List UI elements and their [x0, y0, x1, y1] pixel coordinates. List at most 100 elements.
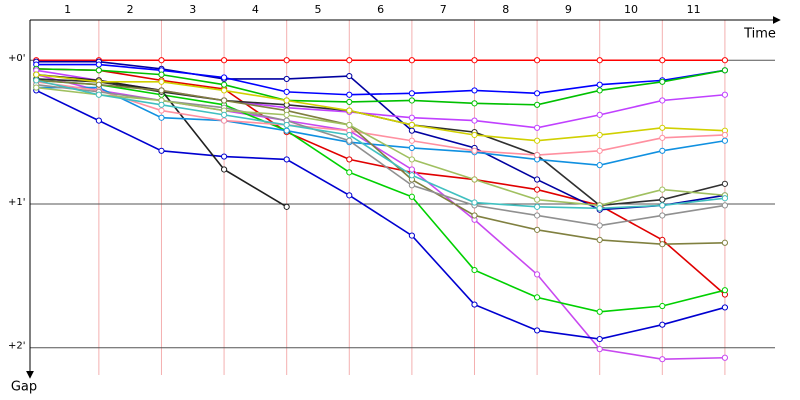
point [283, 88, 290, 95]
point [158, 71, 165, 78]
point [659, 78, 666, 85]
point [471, 266, 478, 274]
point [596, 222, 603, 229]
point [596, 308, 603, 315]
x-tick-label: 3 [189, 3, 196, 16]
point [534, 196, 541, 203]
point [408, 144, 415, 152]
point [596, 162, 603, 169]
point [534, 327, 541, 334]
point [408, 121, 415, 129]
point [346, 121, 353, 129]
point [471, 212, 478, 219]
point [659, 147, 666, 154]
point [283, 75, 290, 83]
series-line [35, 89, 726, 340]
x-tick-label: 2 [127, 3, 134, 16]
point [33, 71, 40, 78]
y-tick-label: +1' [8, 197, 26, 208]
point [220, 111, 228, 118]
point [283, 111, 290, 118]
point [596, 57, 603, 64]
point [346, 156, 353, 163]
point [596, 346, 603, 353]
point [659, 212, 666, 219]
point [95, 61, 102, 68]
point [534, 203, 541, 210]
point [534, 152, 541, 159]
point [534, 226, 541, 233]
point [95, 67, 102, 74]
x-tick-label: 1 [64, 3, 71, 16]
series-line [36, 68, 726, 106]
point [408, 97, 415, 104]
series-line [36, 86, 725, 207]
point [534, 101, 541, 108]
x-tick-label: 11 [687, 3, 701, 16]
y-tick-label: +0' [8, 53, 26, 64]
point [471, 87, 478, 94]
series-line [36, 81, 725, 156]
point [721, 304, 729, 311]
point [721, 91, 729, 98]
point [220, 97, 228, 104]
x-tick-label: 7 [440, 3, 447, 16]
point [721, 195, 729, 202]
point [408, 193, 415, 200]
point [721, 131, 729, 139]
series-line [36, 79, 726, 313]
point [534, 271, 541, 278]
point [659, 196, 666, 203]
point [158, 107, 165, 114]
point [346, 57, 353, 64]
point [721, 67, 729, 74]
point [659, 202, 666, 209]
point [721, 354, 729, 361]
point [471, 199, 478, 206]
point [33, 84, 40, 91]
point [721, 57, 729, 64]
point [220, 57, 228, 64]
point [721, 137, 729, 144]
point [534, 176, 541, 183]
point [158, 147, 165, 154]
point [346, 137, 353, 144]
point [346, 169, 353, 176]
point [471, 147, 478, 154]
point [220, 87, 228, 94]
point [534, 124, 541, 131]
x-tick-label: 9 [565, 3, 572, 16]
point [158, 87, 165, 94]
point [659, 302, 666, 310]
point [596, 81, 603, 88]
x-tick-label: 8 [502, 3, 509, 16]
point [283, 121, 290, 129]
point [471, 57, 478, 64]
point [659, 124, 666, 131]
point [596, 205, 603, 212]
point [596, 87, 603, 94]
point [346, 98, 353, 106]
series-line [36, 63, 726, 96]
point [220, 166, 228, 173]
x-axis-label: Time [743, 27, 776, 42]
series-line [36, 79, 725, 246]
point [346, 72, 353, 80]
point [408, 57, 415, 64]
point [283, 57, 290, 64]
point [283, 203, 290, 210]
point [659, 186, 666, 193]
point [534, 212, 541, 219]
point [95, 91, 102, 98]
series-line [36, 86, 726, 166]
point [659, 321, 666, 328]
point [721, 239, 729, 246]
point [721, 180, 729, 187]
point [346, 91, 353, 98]
point [471, 176, 478, 183]
point [346, 131, 353, 139]
point [471, 301, 478, 308]
point [659, 134, 666, 141]
point [596, 147, 603, 154]
point [721, 202, 729, 209]
